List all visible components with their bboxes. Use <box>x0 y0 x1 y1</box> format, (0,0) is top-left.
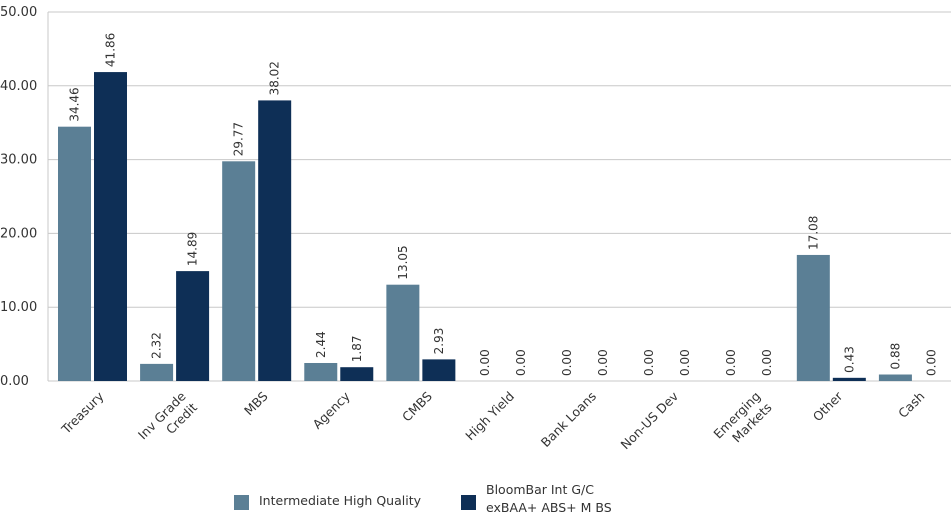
category-label-line: Cash <box>895 389 927 421</box>
category-label: CMBS <box>399 388 435 424</box>
category-labels: Treasury Inv GradeCredit MBS Agency CMBS High… <box>58 388 928 453</box>
y-tick-label: 0.00 <box>0 374 29 389</box>
category-label-line: MBS <box>241 388 271 418</box>
data-label: 41.86 <box>104 33 118 67</box>
y-tick-label: 30.00 <box>0 153 37 168</box>
bar-mbs-series-2 <box>258 100 292 381</box>
category-label: Other <box>810 388 846 424</box>
bars <box>58 72 912 382</box>
bar-other-series-1 <box>796 254 830 381</box>
legend-swatch-series-2 <box>461 495 476 510</box>
legend-label-series-2: BloomBar Int G/C exBAA+ ABS+ M BS <box>486 482 612 515</box>
category-label-line: High Yield <box>462 389 517 444</box>
category-label-line: Treasury <box>58 388 107 437</box>
data-label: 14.89 <box>186 232 200 266</box>
legend-label-series-1: Intermediate High Quality <box>259 493 421 508</box>
bar-inv-grade-credit-series-1 <box>140 363 174 381</box>
data-label: 2.44 <box>314 331 328 358</box>
data-label: 1.87 <box>350 335 364 362</box>
category-label-line: Agency <box>309 388 353 432</box>
data-label: 0.00 <box>760 349 774 376</box>
data-label: 0.00 <box>596 349 610 376</box>
data-label: 13.05 <box>396 245 410 279</box>
legend-swatch-series-1 <box>234 495 249 510</box>
y-tick-label: 20.00 <box>0 226 37 241</box>
category-label: Bank Loans <box>538 389 599 450</box>
data-label: 2.93 <box>432 328 446 355</box>
category-label-line: Non-US Dev <box>617 388 681 452</box>
legend: Intermediate High Quality BloomBar Int G… <box>234 482 666 528</box>
category-label: High Yield <box>462 389 517 444</box>
data-label: 0.00 <box>514 349 528 376</box>
bar-inv-grade-credit-series-2 <box>176 271 210 381</box>
data-label: 0.00 <box>560 349 574 376</box>
data-labels: 34.46 2.32 29.77 2.44 13.05 0.00 0.00 0.00 0.00 1… <box>68 33 939 376</box>
legend-item-bloombar: BloomBar Int G/C exBAA+ ABS+ M BS <box>461 482 626 528</box>
category-label: EmergingMarkets <box>710 389 774 453</box>
bar-treasury-series-1 <box>58 126 91 381</box>
data-label: 0.00 <box>478 349 492 376</box>
data-label: 29.77 <box>232 122 246 156</box>
bar-mbs-series-1 <box>222 161 256 381</box>
category-label: Inv GradeCredit <box>135 388 200 453</box>
data-label: 0.00 <box>642 349 656 376</box>
data-label: 0.00 <box>678 349 692 376</box>
y-tick-label: 40.00 <box>0 79 37 94</box>
bar-cash-series-1 <box>878 374 912 381</box>
data-label: 2.32 <box>150 332 164 359</box>
data-label: 17.08 <box>806 216 820 250</box>
data-label: 0.00 <box>724 349 738 376</box>
data-label: 0.43 <box>842 346 856 373</box>
bar-cmbs-series-1 <box>386 284 420 381</box>
category-label: Non-US Dev <box>617 388 681 452</box>
bar-agency-series-1 <box>304 362 338 381</box>
y-axis-tick-labels: 0.00 10.00 20.00 30.00 40.00 50.00 <box>0 5 37 389</box>
bar-other-series-2 <box>832 377 866 381</box>
bar-treasury-series-2 <box>94 72 127 382</box>
category-label: Treasury <box>58 388 107 437</box>
category-label-line: CMBS <box>399 388 435 424</box>
data-label: 0.00 <box>924 349 938 376</box>
bar-cmbs-series-2 <box>422 359 456 381</box>
data-label: 38.02 <box>268 61 282 95</box>
y-tick-label: 10.00 <box>0 300 37 315</box>
category-label: MBS <box>241 388 271 418</box>
data-label: 0.88 <box>888 343 902 370</box>
legend-item-intermediate-high-quality: Intermediate High Quality <box>234 492 421 510</box>
y-tick-label: 50.00 <box>0 5 37 20</box>
category-label-line: Bank Loans <box>538 389 599 450</box>
bar-agency-series-2 <box>340 367 374 381</box>
category-label: Agency <box>309 388 353 432</box>
category-label: Cash <box>895 389 927 421</box>
data-label: 34.46 <box>68 87 82 121</box>
category-label-line: Other <box>810 388 846 424</box>
